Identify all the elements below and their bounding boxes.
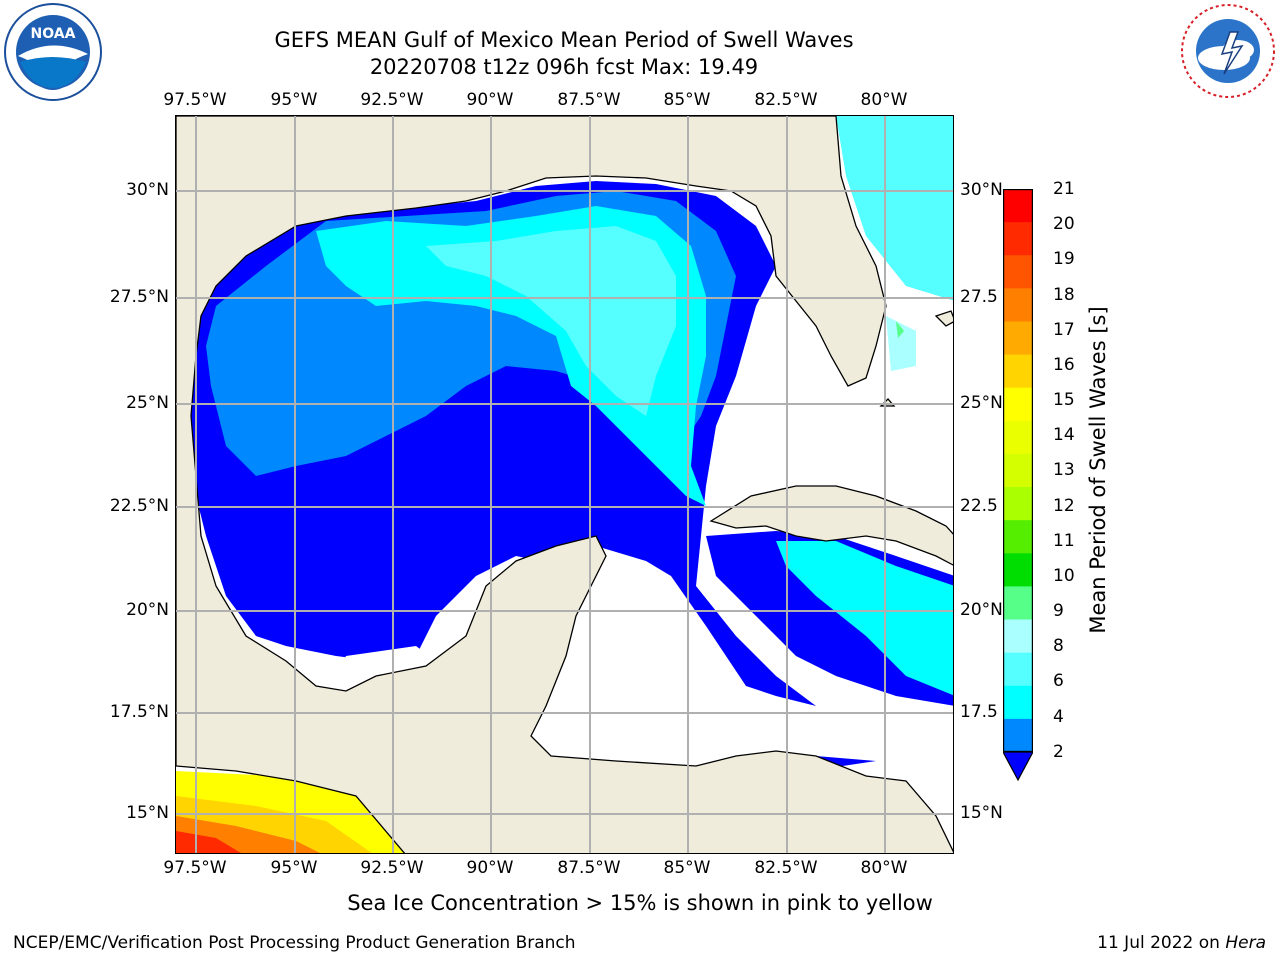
lat-label-right: 30°N [960, 180, 1003, 200]
map-title: GEFS MEAN Gulf of Mexico Mean Period of … [274, 28, 854, 52]
lon-label-bottom: 92.5°W [360, 858, 424, 878]
lat-label-right: 17.5 [960, 702, 998, 722]
lon-label-top: 82.5°W [754, 90, 818, 110]
colorbar-segment [1003, 487, 1033, 521]
colorbar-outline [1003, 189, 1033, 752]
colorbar-tick: 9 [1053, 601, 1064, 621]
colorbar [1003, 189, 1033, 752]
colorbar-segment [1003, 586, 1033, 621]
lon-label-bottom: 82.5°W [754, 858, 818, 878]
lat-label-right: 20°N [960, 600, 1003, 620]
lon-label-top: 95°W [270, 90, 318, 110]
footer-date: 11 Jul 2022 on Hera [1097, 933, 1266, 953]
lat-label-left: 30°N [126, 180, 169, 200]
noaa-logo: NOAA [2, 2, 104, 106]
colorbar-segment [1003, 453, 1033, 488]
sea-ice-field [176, 771, 404, 853]
lon-label-top: 90°W [466, 90, 514, 110]
lon-label-top: 87.5°W [557, 90, 621, 110]
land [176, 116, 953, 853]
lon-label-bottom: 80°W [860, 858, 908, 878]
sea-ice-note-text: Sea Ice Concentration > 15% is shown in … [347, 891, 933, 915]
colorbar-tick: 2 [1053, 742, 1064, 762]
lon-label-bottom: 87.5°W [557, 858, 621, 878]
colorbar-tick: 18 [1053, 285, 1075, 305]
colorbar-tick: 19 [1053, 249, 1075, 269]
colorbar-tick: 13 [1053, 460, 1075, 480]
lat-label-right: 15°N [960, 803, 1003, 823]
lat-label-right: 25°N [960, 393, 1003, 413]
swell-period-map [175, 115, 954, 854]
colorbar-segment [1003, 354, 1033, 389]
footer-machine: Hera [1225, 933, 1266, 953]
graticule [176, 116, 953, 853]
colorbar-tick: 20 [1053, 214, 1075, 234]
colorbar-segment [1003, 387, 1033, 422]
lat-label-left: 22.5°N [109, 496, 169, 516]
colorbar-segment [1003, 321, 1033, 356]
colorbar-segment [1003, 420, 1033, 455]
colorbar-segment [1003, 189, 1033, 223]
colorbar-segment [1003, 718, 1033, 752]
colorbar-segment [1003, 255, 1033, 289]
colorbar-segment [1003, 288, 1033, 322]
lon-label-bottom: 90°W [466, 858, 514, 878]
colorbar-tick: 15 [1053, 390, 1075, 410]
footer-date-text: 11 Jul 2022 on [1097, 933, 1226, 953]
colorbar-tick: 17 [1053, 320, 1075, 340]
colorbar-segment [1003, 685, 1033, 720]
lat-label-left: 27.5°N [109, 287, 169, 307]
lat-label-right: 27.5 [960, 287, 998, 307]
footer-credit: NCEP/EMC/Verification Post Processing Pr… [13, 933, 576, 953]
lon-label-bottom: 95°W [270, 858, 318, 878]
colorbar-tick: 11 [1053, 531, 1075, 551]
lon-label-top: 80°W [860, 90, 908, 110]
nws-logo [1178, 2, 1278, 104]
lat-label-left: 25°N [126, 393, 169, 413]
lat-label-left: 20°N [126, 600, 169, 620]
lon-label-top: 97.5°W [163, 90, 227, 110]
sea-ice-note: Sea Ice Concentration > 15% is shown in … [0, 891, 1280, 915]
colorbar-extend-arrow [1003, 752, 1033, 782]
colorbar-label: Mean Period of Swell Waves [s] [1086, 306, 1110, 634]
lat-label-left: 17.5°N [109, 702, 169, 722]
colorbar-tick: 21 [1053, 179, 1075, 199]
lat-label-left: 15°N [126, 803, 169, 823]
colorbar-tick: 8 [1053, 636, 1064, 656]
colorbar-segment [1003, 222, 1033, 256]
lon-label-bottom: 85°W [663, 858, 711, 878]
colorbar-tick: 12 [1053, 496, 1075, 516]
lon-label-top: 92.5°W [360, 90, 424, 110]
colorbar-tick: 14 [1053, 425, 1075, 445]
map-subtitle: 20220708 t12z 096h fcst Max: 19.49 [369, 55, 759, 79]
lon-label-bottom: 97.5°W [163, 858, 227, 878]
colorbar-segment [1003, 619, 1033, 654]
noaa-logo-text: NOAA [31, 26, 76, 42]
colorbar-tick: 4 [1053, 707, 1064, 727]
colorbar-segment [1003, 553, 1033, 587]
colorbar-tick: 16 [1053, 355, 1075, 375]
colorbar-segment [1003, 520, 1033, 554]
colorbar-tick: 6 [1053, 671, 1064, 691]
colorbar-tick: 10 [1053, 566, 1075, 586]
lat-label-right: 22.5 [960, 496, 998, 516]
lon-label-top: 85°W [663, 90, 711, 110]
colorbar-segment [1003, 652, 1033, 687]
